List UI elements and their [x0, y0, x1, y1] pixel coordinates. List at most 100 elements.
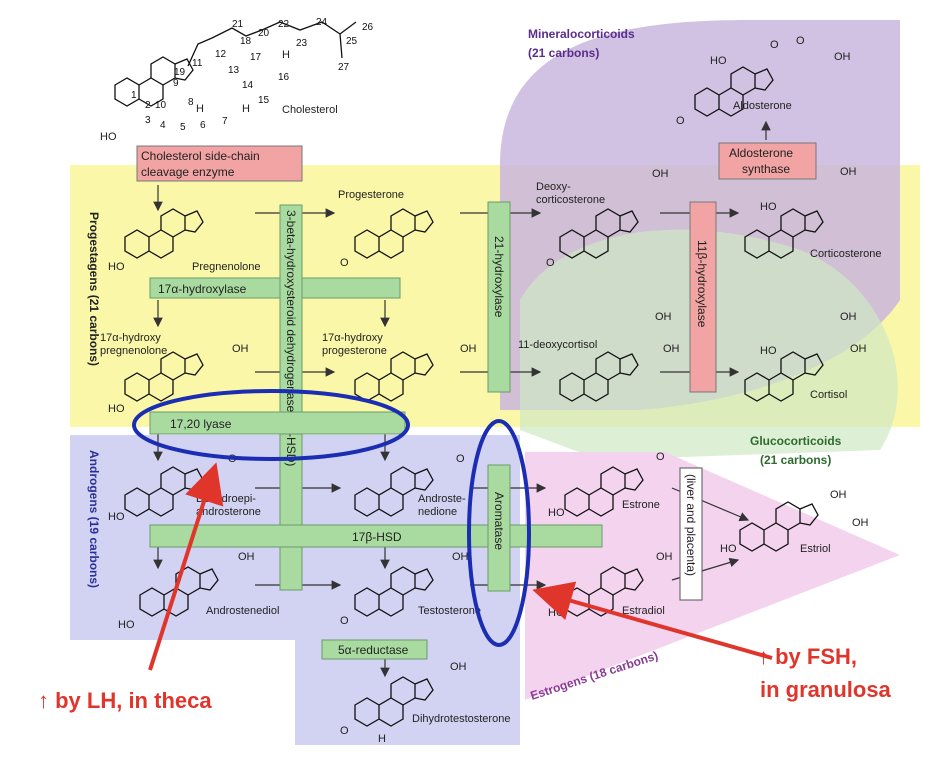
estrogens-region [525, 452, 900, 700]
hydroxylase21-label: 21-hydroxylase [492, 236, 506, 318]
cholesterol-h14: H [242, 103, 250, 115]
hsd3b-box [279, 204, 303, 591]
mineralocorticoids-carbons: (21 carbons) [528, 46, 599, 60]
deoxycortisol-oh1: OH [655, 311, 672, 323]
dht-name: Dihydrotestosterone [412, 713, 510, 725]
carbon-20: 20 [258, 28, 270, 39]
carbon-23: 23 [296, 38, 308, 49]
aromatase-highlight-ellipse [467, 419, 531, 647]
carbon-12: 12 [215, 49, 227, 60]
reductase5a-box [321, 639, 428, 660]
aldosterone-o3: O [676, 115, 685, 127]
carbon-15: 15 [258, 95, 270, 106]
carbon-5: 5 [180, 122, 186, 133]
lyase-highlight-ellipse [132, 389, 410, 461]
carbon-1: 1 [131, 90, 137, 101]
carbon-7: 7 [222, 116, 228, 127]
hsd17b-label: 17β-HSD [352, 530, 402, 544]
estriol-ho: HO [720, 543, 737, 555]
hydroxypregnenolone-name-2: pregnenolone [100, 345, 167, 357]
estradiol-name: Estradiol [622, 605, 665, 617]
carbon-22: 22 [278, 19, 290, 30]
carbon-24: 24 [316, 17, 328, 28]
deoxycortisol-name: 11-deoxycortisol [518, 339, 597, 351]
estriol-name: Estriol [800, 543, 831, 555]
hydroxylase17-box [149, 277, 401, 299]
scc-enzyme-label-2: cleavage enzyme [141, 165, 235, 179]
progesterone-o: O [340, 257, 349, 269]
aldosterone-name: Aldosterone [733, 100, 792, 112]
androstenediol-ho: HO [118, 619, 135, 631]
deoxycorticosterone-oh: OH [652, 168, 669, 180]
cholesterol-name: Cholesterol [282, 104, 338, 116]
androstenedione-o: O [456, 453, 465, 465]
androstenediol-name: Androstenediol [206, 605, 279, 617]
deoxycorticosterone-o: O [546, 257, 555, 269]
glucocorticoids-carbons: (21 carbons) [760, 453, 831, 467]
dht-o: O [340, 725, 349, 737]
carbon-8: 8 [188, 97, 194, 108]
hydroxypregnenolone-name-1: 17α-hydroxy [100, 332, 161, 344]
carbon-6: 6 [200, 120, 206, 131]
scc-enzyme-label-1: Cholesterol side-chain [141, 149, 260, 163]
aldosterone-synthase-box [718, 142, 817, 180]
carbon-14: 14 [242, 80, 254, 91]
estrone-name: Estrone [622, 499, 660, 511]
carbon-13: 13 [228, 65, 240, 76]
carbon-9: 9 [173, 78, 179, 89]
androgens-label: Androgens (19 carbons) [87, 450, 101, 588]
lyase-box [149, 411, 406, 435]
carbon-26: 26 [362, 22, 374, 33]
hydroxylase21-box [487, 201, 511, 393]
deoxycortisol-oh2: OH [663, 343, 680, 355]
aldosterone-o1: O [770, 39, 779, 51]
androstenedione-name-1: Androste- [418, 493, 466, 505]
aromatase-box [487, 464, 511, 592]
hydroxyprogesterone-name-1: 17α-hydroxy [322, 332, 383, 344]
pregnenolone-name: Pregnenolone [192, 261, 261, 273]
estriol-oh1: OH [830, 489, 847, 501]
corticosterone-ho: HO [760, 201, 777, 213]
hydroxypregnenolone-oh: OH [232, 343, 249, 355]
fsh-callout-arrow [532, 581, 773, 660]
estradiol-oh: OH [656, 551, 673, 563]
carbon-25: 25 [346, 36, 358, 47]
hydroxyprogesterone-oh: OH [460, 343, 477, 355]
progesterone-name: Progesterone [338, 189, 404, 201]
carbon-10: 10 [155, 100, 167, 111]
estriol-oh2: OH [852, 517, 869, 529]
deoxycorticosterone-name-2: corticosterone [536, 194, 605, 206]
cortisol-oh1: OH [840, 311, 857, 323]
carbon-16: 16 [278, 72, 290, 83]
corticosterone-oh: OH [840, 166, 857, 178]
lh-callout-arrow [148, 462, 224, 671]
hsd3b-label: 3-beta-hydroxysteroid dehydrogenase (3β-… [284, 210, 298, 466]
cholesterol-h9: H [196, 103, 204, 115]
corticosterone-name: Corticosterone [810, 248, 882, 260]
cholesterol-ho: HO [100, 131, 117, 143]
fsh-callout-line-2: in granulosa [760, 677, 892, 702]
testosterone-name: Testosterone [418, 605, 481, 617]
hydroxylase11b-label: 11β-hydroxylase [695, 240, 709, 328]
carbon-11: 11 [192, 58, 203, 69]
estradiol-ho: HO [548, 607, 565, 619]
aldosterone-o2: O [796, 35, 805, 47]
dhea-ho: HO [108, 511, 125, 523]
hydroxylase17-label: 17α-hydroxylase [158, 282, 247, 296]
aldosterone-synthase-label-2: synthase [742, 162, 790, 176]
fsh-callout-line-1: ↑ by FSH, [758, 644, 857, 669]
carbon-17: 17 [250, 52, 262, 63]
dht-oh: OH [450, 661, 467, 673]
carbon-27: 27 [338, 62, 350, 73]
aromatase-label: Aromatase [492, 492, 506, 550]
glucocorticoids-label: Glucocorticoids [750, 434, 842, 448]
hydroxyprogesterone-name-2: progesterone [322, 345, 387, 357]
lyase-label: 17,20 lyase [170, 417, 232, 431]
cortisol-ho: HO [760, 345, 777, 357]
carbon-19: 19 [174, 67, 186, 78]
carbon-18: 18 [240, 36, 252, 47]
deoxycorticosterone-name-1: Deoxy- [536, 181, 571, 193]
estrone-ho: HO [548, 507, 565, 519]
liver-placenta-label: (liver and placenta) [684, 474, 698, 576]
